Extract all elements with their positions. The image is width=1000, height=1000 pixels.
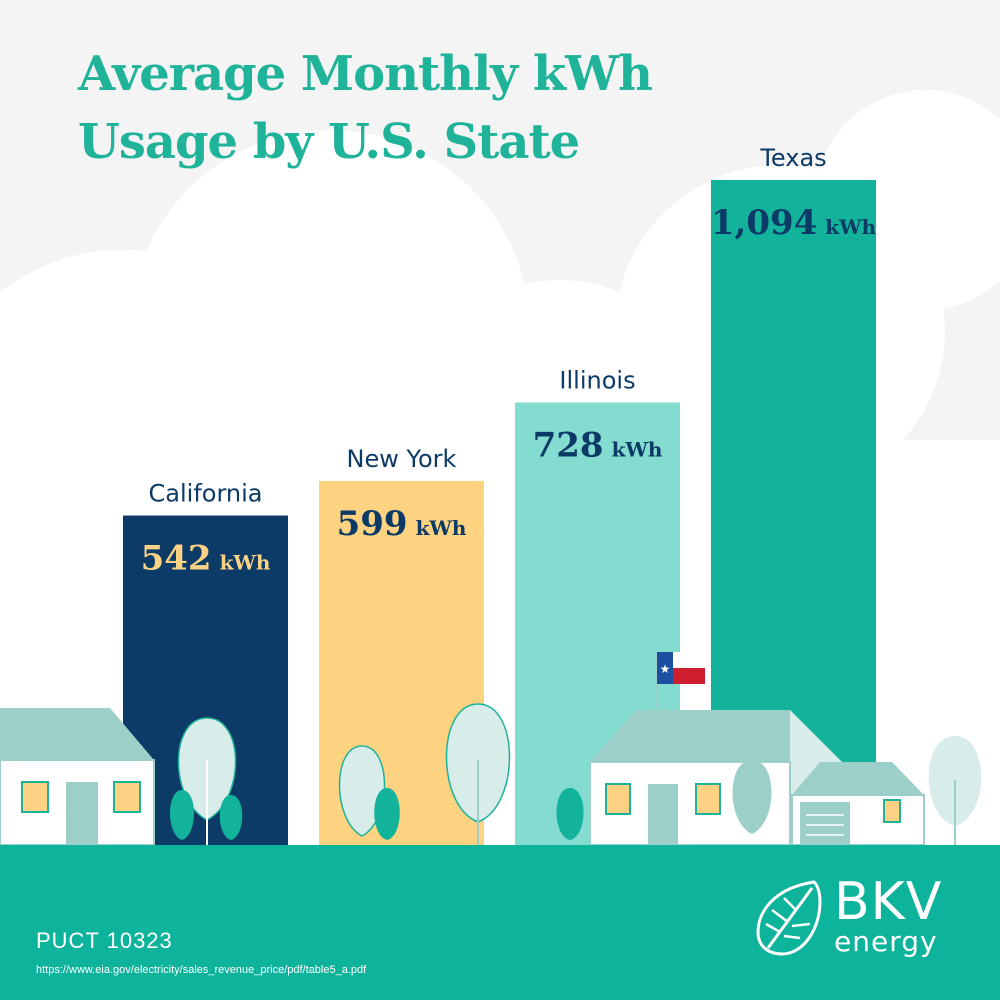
brand-subname: energy <box>834 925 938 958</box>
house-left <box>0 708 155 846</box>
garage-house <box>791 762 925 846</box>
title-line-2: Usage by U.S. State <box>78 114 580 170</box>
tree <box>170 790 243 840</box>
tree <box>732 760 772 834</box>
value-label: 542 kWh <box>141 539 271 579</box>
category-label: California <box>149 480 263 508</box>
license-code: PUCT 10323 <box>36 928 173 953</box>
tree <box>177 717 237 845</box>
category-label: Illinois <box>559 366 635 394</box>
title-line-1: Average Monthly kWh <box>78 46 653 102</box>
tree <box>338 703 511 845</box>
source-url: https://www.eia.gov/electricity/sales_re… <box>36 964 367 976</box>
value-label: 728 kWh <box>533 425 663 465</box>
leaf-icon <box>756 880 822 956</box>
ground <box>0 845 1000 1000</box>
brand-name: BKV <box>834 872 943 932</box>
category-label: Texas <box>759 144 826 172</box>
texas-flag: ★ <box>656 652 705 712</box>
chart-title: Average Monthly kWh Usage by U.S. State <box>78 40 653 176</box>
tree <box>928 736 982 845</box>
svg-text:★: ★ <box>660 662 671 676</box>
category-label: New York <box>347 445 457 473</box>
houses-and-trees: ★ <box>0 652 982 846</box>
value-label: 599 kWh <box>337 504 467 544</box>
tree <box>556 788 584 840</box>
value-label: 1,094 kWh <box>711 203 877 243</box>
